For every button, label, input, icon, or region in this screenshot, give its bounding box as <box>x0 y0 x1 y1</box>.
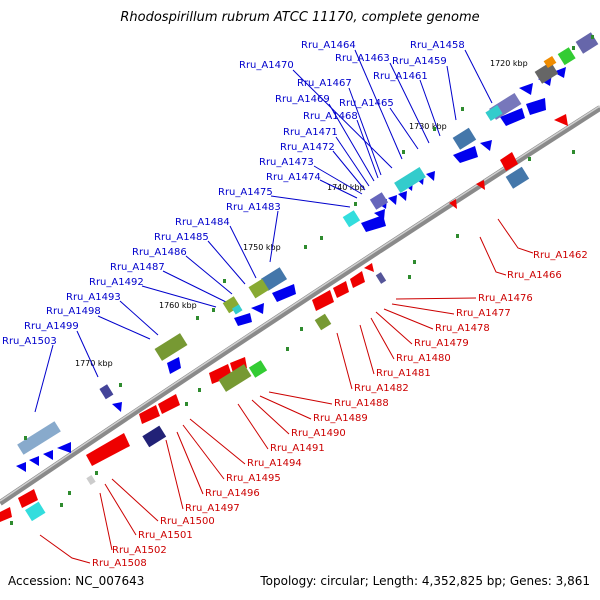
reverse-genes <box>0 114 568 522</box>
forward-gene-labels: Rru_A1464 Rru_A1458 Rru_A1463 Rru_A1470 … <box>2 40 465 347</box>
reverse-gene-labels: Rru_A1462 Rru_A1466 Rru_A1476 Rru_A1477 … <box>92 250 588 569</box>
accession-label: Accession: NC_007643 <box>8 574 145 588</box>
gene-label: Rru_A1473 <box>259 157 314 168</box>
gene-label: Rru_A1463 <box>335 53 390 64</box>
gene-label: Rru_A1481 <box>376 368 431 379</box>
scale-mark: 1740 kbp <box>327 183 365 192</box>
gene-label: Rru_A1492 <box>89 277 144 288</box>
gene-label: Rru_A1468 <box>303 111 358 122</box>
gene-label: Rru_A1502 <box>112 545 167 556</box>
gene-label: Rru_A1478 <box>435 323 490 334</box>
scale-mark: 1770 kbp <box>75 359 113 368</box>
gene-label: Rru_A1482 <box>354 383 409 394</box>
scale-mark: 1760 kbp <box>159 301 197 310</box>
annotation-blocks <box>17 32 599 522</box>
scale-mark: 1750 kbp <box>243 243 281 252</box>
gene-label: Rru_A1496 <box>205 488 260 499</box>
gene-label: Rru_A1493 <box>66 292 121 303</box>
green-ticks <box>10 35 594 525</box>
gene-label: Rru_A1469 <box>275 94 330 105</box>
scale-mark: 1720 kbp <box>490 59 528 68</box>
scale-mark: 1730 kbp <box>409 122 447 131</box>
gene-label: Rru_A1462 <box>533 250 588 261</box>
gene-label: Rru_A1474 <box>266 172 321 183</box>
gene-label: Rru_A1499 <box>24 321 79 332</box>
gene-label: Rru_A1465 <box>339 98 394 109</box>
gene-label: Rru_A1503 <box>2 336 57 347</box>
gene-label: Rru_A1477 <box>456 308 511 319</box>
gene-label: Rru_A1498 <box>46 306 101 317</box>
gene-label: Rru_A1459 <box>392 56 447 67</box>
gene-label: Rru_A1470 <box>239 60 294 71</box>
forward-leader-lines <box>34 49 493 413</box>
gene-label: Rru_A1483 <box>226 202 281 213</box>
gene-label: Rru_A1461 <box>373 71 428 82</box>
gene-label: Rru_A1491 <box>270 443 325 454</box>
gene-label: Rru_A1484 <box>175 217 230 228</box>
gene-label: Rru_A1501 <box>138 530 193 541</box>
gene-label: Rru_A1489 <box>313 413 368 424</box>
gene-label: Rru_A1475 <box>218 187 273 198</box>
gene-label: Rru_A1490 <box>291 428 346 439</box>
gene-label: Rru_A1467 <box>297 78 352 89</box>
gene-label: Rru_A1494 <box>247 458 302 469</box>
gene-label: Rru_A1500 <box>160 516 215 527</box>
scale-marks: 1720 kbp 1730 kbp 1740 kbp 1750 kbp 1760… <box>75 59 528 368</box>
reverse-leader-lines <box>39 218 534 564</box>
gene-label: Rru_A1497 <box>185 503 240 514</box>
gene-label: Rru_A1466 <box>507 270 562 281</box>
gene-label: Rru_A1479 <box>414 338 469 349</box>
gene-label: Rru_A1495 <box>226 473 281 484</box>
map-title: Rhodospirillum rubrum ATCC 11170, comple… <box>120 10 480 25</box>
gene-label: Rru_A1458 <box>410 40 465 51</box>
gene-label: Rru_A1488 <box>334 398 389 409</box>
gene-label: Rru_A1480 <box>396 353 451 364</box>
topology-label: Topology: circular; Length: 4,352,825 bp… <box>260 574 590 588</box>
gene-label: Rru_A1476 <box>478 293 533 304</box>
gene-label: Rru_A1464 <box>301 40 356 51</box>
gene-label: Rru_A1472 <box>280 142 335 153</box>
gene-label: Rru_A1487 <box>110 262 165 273</box>
gene-label: Rru_A1485 <box>154 232 209 243</box>
gene-label: Rru_A1508 <box>92 558 147 569</box>
gene-label: Rru_A1486 <box>132 247 187 258</box>
gene-label: Rru_A1471 <box>283 127 338 138</box>
